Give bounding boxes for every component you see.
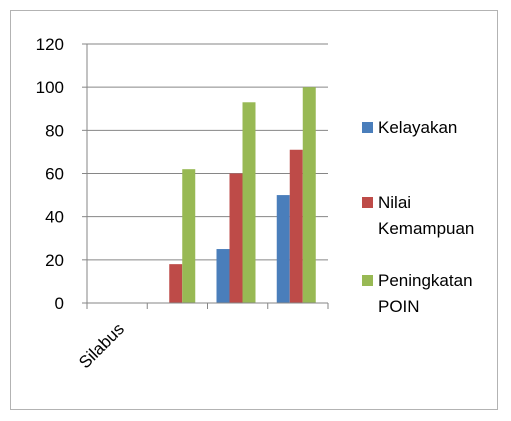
bar-peningkatan-poin [302, 87, 316, 304]
y-tick-labels: 0 20 40 60 80 100 120 [36, 35, 64, 313]
x-tick-label: Silabus [75, 319, 128, 372]
bar-kelayakan [276, 195, 290, 303]
x-tick-labels: Silabus [75, 319, 128, 372]
y-tick-label: 120 [36, 35, 64, 54]
legend-label: Kelayakan [378, 118, 457, 137]
y-tick-label: 100 [36, 78, 64, 97]
bar-peningkatan-poin [182, 169, 196, 303]
y-tick-label: 60 [45, 165, 64, 184]
legend-label: Nilai Kemampuan [378, 193, 474, 238]
bar-nilai-kemampuan [229, 173, 243, 303]
legend-label: Peningkatan POIN [378, 271, 473, 316]
legend-swatch [362, 197, 373, 208]
y-tick-label: 0 [55, 294, 64, 313]
bar-nilai-kemampuan [289, 149, 303, 303]
y-tick-label: 80 [45, 121, 64, 140]
y-tick-label: 40 [45, 208, 64, 227]
axes [82, 43, 329, 309]
bar-kelayakan [216, 249, 230, 303]
legend: Kelayakan Nilai Kemampuan Peningkatan POIN [362, 118, 474, 316]
bar-nilai-kemampuan [169, 264, 183, 303]
legend-swatch [362, 275, 373, 286]
bar-peningkatan-poin [242, 102, 256, 304]
bars [169, 87, 316, 304]
legend-swatch [362, 122, 373, 133]
y-tick-label: 20 [45, 251, 64, 270]
